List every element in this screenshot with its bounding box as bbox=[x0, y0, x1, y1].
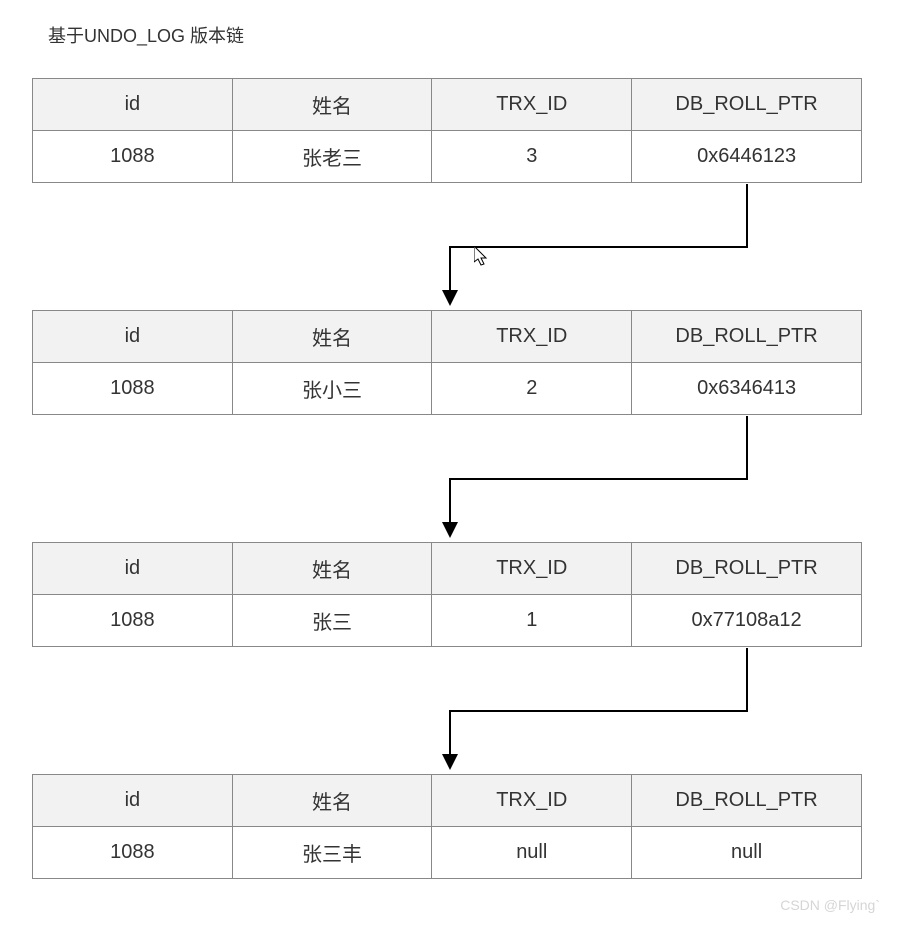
cell-id: 1088 bbox=[33, 827, 233, 879]
table-row: 1088 张老三 3 0x6446123 bbox=[33, 131, 862, 183]
version-table-1: id 姓名 TRX_ID DB_ROLL_PTR 1088 张小三 2 0x63… bbox=[32, 310, 862, 415]
header-name: 姓名 bbox=[232, 775, 432, 827]
header-id: id bbox=[33, 79, 233, 131]
cursor-icon bbox=[474, 246, 492, 270]
header-name: 姓名 bbox=[232, 79, 432, 131]
table-header-row: id 姓名 TRX_ID DB_ROLL_PTR bbox=[33, 79, 862, 131]
cell-name: 张小三 bbox=[232, 363, 432, 415]
header-trx-id: TRX_ID bbox=[432, 775, 632, 827]
table-header-row: id 姓名 TRX_ID DB_ROLL_PTR bbox=[33, 311, 862, 363]
header-db-roll-ptr: DB_ROLL_PTR bbox=[632, 311, 862, 363]
cell-trx-id: null bbox=[432, 827, 632, 879]
cell-db-roll-ptr: 0x6346413 bbox=[632, 363, 862, 415]
table-header-row: id 姓名 TRX_ID DB_ROLL_PTR bbox=[33, 775, 862, 827]
table-row: 1088 张三丰 null null bbox=[33, 827, 862, 879]
header-trx-id: TRX_ID bbox=[432, 79, 632, 131]
header-name: 姓名 bbox=[232, 543, 432, 595]
cell-name: 张三丰 bbox=[232, 827, 432, 879]
version-table-2: id 姓名 TRX_ID DB_ROLL_PTR 1088 张三 1 0x771… bbox=[32, 542, 862, 647]
cell-name: 张老三 bbox=[232, 131, 432, 183]
cell-id: 1088 bbox=[33, 131, 233, 183]
table-row: 1088 张小三 2 0x6346413 bbox=[33, 363, 862, 415]
version-table-3: id 姓名 TRX_ID DB_ROLL_PTR 1088 张三丰 null n… bbox=[32, 774, 862, 879]
header-trx-id: TRX_ID bbox=[432, 543, 632, 595]
version-table-0: id 姓名 TRX_ID DB_ROLL_PTR 1088 张老三 3 0x64… bbox=[32, 78, 862, 183]
cell-trx-id: 2 bbox=[432, 363, 632, 415]
cell-db-roll-ptr: 0x77108a12 bbox=[632, 595, 862, 647]
cell-db-roll-ptr: 0x6446123 bbox=[632, 131, 862, 183]
cell-db-roll-ptr: null bbox=[632, 827, 862, 879]
header-db-roll-ptr: DB_ROLL_PTR bbox=[632, 79, 862, 131]
cell-id: 1088 bbox=[33, 363, 233, 415]
header-trx-id: TRX_ID bbox=[432, 311, 632, 363]
cell-trx-id: 3 bbox=[432, 131, 632, 183]
table-row: 1088 张三 1 0x77108a12 bbox=[33, 595, 862, 647]
header-id: id bbox=[33, 543, 233, 595]
header-name: 姓名 bbox=[232, 311, 432, 363]
header-db-roll-ptr: DB_ROLL_PTR bbox=[632, 543, 862, 595]
cell-id: 1088 bbox=[33, 595, 233, 647]
header-id: id bbox=[33, 775, 233, 827]
table-header-row: id 姓名 TRX_ID DB_ROLL_PTR bbox=[33, 543, 862, 595]
header-id: id bbox=[33, 311, 233, 363]
watermark-text: CSDN @Flying` bbox=[780, 897, 880, 913]
cell-name: 张三 bbox=[232, 595, 432, 647]
header-db-roll-ptr: DB_ROLL_PTR bbox=[632, 775, 862, 827]
diagram-title: 基于UNDO_LOG 版本链 bbox=[48, 22, 244, 48]
cell-trx-id: 1 bbox=[432, 595, 632, 647]
